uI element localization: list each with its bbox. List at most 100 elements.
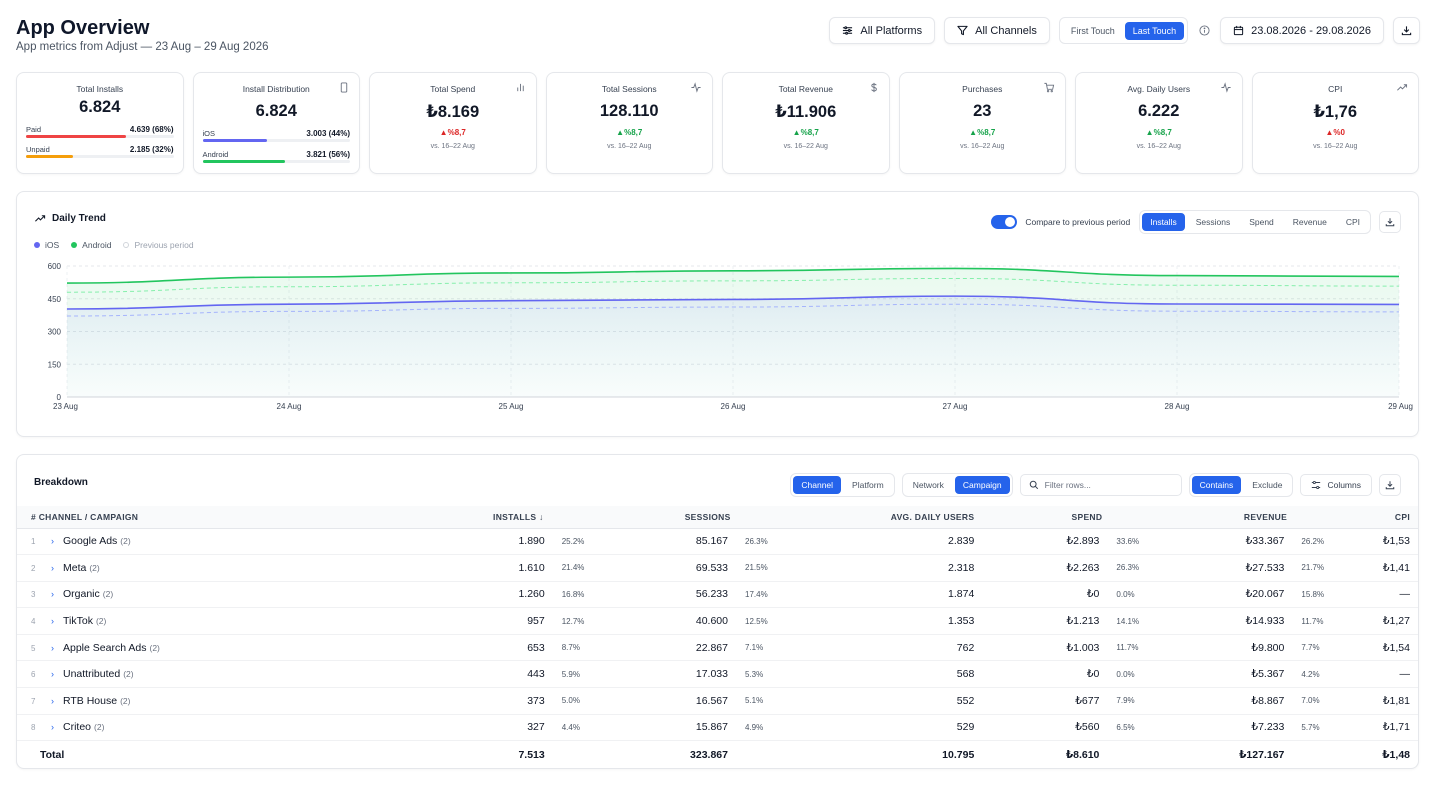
paid-breakdown: Paid 4.639 (68%) — [26, 125, 174, 138]
breakdown-panel: Breakdown Channel Platform Network Campa… — [16, 454, 1419, 769]
row-name-cell[interactable]: 3 › Organic (2) — [17, 581, 416, 609]
table-row[interactable]: 6 › Unattributed (2) 443 5.9% 17.033 5.3% 568 ₺0 0… — [17, 660, 1418, 689]
x-tick-label: 23 Aug — [53, 402, 78, 411]
android-label: Android — [202, 150, 229, 159]
tab-campaign[interactable]: Campaign — [954, 476, 1010, 494]
kpi-cpi: CPI ₺1,76 ▲%0 vs. 16–22 Aug — [1251, 72, 1419, 174]
columns-button[interactable]: Columns — [1300, 474, 1372, 496]
header-cpi[interactable]: CPI — [1336, 506, 1418, 529]
row-name-cell[interactable]: 2 › Meta (2) — [17, 554, 416, 582]
tab-contains[interactable]: Contains — [1191, 476, 1242, 494]
tab-platform[interactable]: Platform — [852, 480, 884, 490]
row-channel-name: Criteo — [63, 721, 92, 734]
row-campaign-count: (2) — [120, 536, 131, 547]
kpi-value: 6.824 — [79, 98, 121, 116]
tab-cpi[interactable]: CPI — [1345, 217, 1360, 227]
filter-rows-input[interactable]: Filter rows... — [1019, 474, 1182, 496]
table-row[interactable]: 3 › Organic (2) 1.260 16.8% 56.233 17.4% 1.874 ₺0… — [17, 581, 1418, 609]
chevron-right-icon[interactable]: › — [51, 695, 54, 706]
kpi-avg-daily-users: Avg. Daily Users 6.222 ▲%8,7 vs. 16–22 A… — [1075, 72, 1243, 174]
breakdown-table: # CHANNEL / CAMPAIGN INSTALLS ↓ SESSIONS… — [17, 506, 1418, 768]
chevron-right-icon[interactable]: › — [51, 722, 54, 733]
x-tick-label: 27 Aug — [943, 402, 968, 411]
header-revenue[interactable]: REVENUE — [1155, 506, 1337, 529]
breakdown-download-button[interactable] — [1379, 474, 1401, 496]
table-row[interactable]: 2 › Meta (2) 1.610 21.4% 69.533 21.5% 2.318 ₺2.26… — [17, 554, 1418, 582]
cell-revenue-pct: 15.8% — [1292, 581, 1337, 609]
search-icon — [1029, 480, 1038, 490]
download-button[interactable] — [1393, 17, 1420, 44]
line-android — [66, 267, 1400, 284]
cell-sessions-pct: 12.5% — [736, 607, 776, 635]
kpi-label: Install Distribution — [242, 84, 310, 94]
platforms-dropdown[interactable]: All Platforms — [829, 17, 936, 44]
row-channel-name: RTB House — [63, 694, 118, 707]
tab-network[interactable]: Network — [912, 480, 944, 490]
paid-label: Paid — [26, 125, 42, 134]
tab-revenue[interactable]: Revenue — [1292, 217, 1327, 227]
unpaid-value: 2.185 (32%) — [129, 145, 174, 154]
tab-channel[interactable]: Channel — [793, 476, 842, 494]
cell-sessions-pct: 21.5% — [736, 554, 776, 582]
chevron-right-icon[interactable]: › — [51, 536, 54, 547]
header-spend[interactable]: SPEND — [982, 506, 1156, 529]
row-campaign-count: (2) — [94, 722, 105, 733]
cell-cpi: ₺1,81 — [1336, 687, 1418, 715]
cell-installs: 1.260 — [415, 581, 553, 609]
calendar-icon — [1233, 25, 1244, 36]
header-installs[interactable]: INSTALLS ↓ — [415, 506, 599, 529]
row-channel-name: Apple Search Ads — [63, 641, 147, 654]
row-name-cell[interactable]: 1 › Google Ads (2) — [17, 528, 416, 556]
x-tick-label: 28 Aug — [1165, 402, 1190, 411]
row-name-cell[interactable]: 8 › Criteo (2) — [17, 714, 416, 742]
chevron-right-icon[interactable]: › — [51, 562, 54, 573]
cell-revenue: ₺20.067 — [1155, 581, 1293, 609]
row-index: 8 — [31, 723, 36, 733]
date-range-picker[interactable]: 23.08.2026 - 29.08.2026 — [1220, 17, 1384, 44]
table-row[interactable]: 7 › RTB House (2) 373 5.0% 16.567 5.1% 552 ₺677 7.… — [17, 687, 1418, 715]
android-breakdown: Android 3.821 (56%) — [202, 150, 350, 163]
cell-cpi: — — [1336, 660, 1418, 689]
table-row[interactable]: 4 › TikTok (2) 957 12.7% 40.600 12.5% 1.353 ₺1.21… — [17, 607, 1418, 635]
trend-controls: Compare to previous period Installs Sess… — [991, 210, 1401, 234]
tab-spend[interactable]: Spend — [1249, 217, 1274, 227]
cell-installs-pct: 5.0% — [552, 687, 599, 715]
legend-android[interactable]: Android — [71, 240, 111, 250]
compare-toggle[interactable] — [991, 215, 1018, 229]
chevron-right-icon[interactable]: › — [51, 616, 54, 627]
first-touch-option[interactable]: First Touch — [1070, 25, 1115, 36]
cell-sessions: 15.867 — [598, 714, 736, 742]
activity-icon — [1220, 82, 1231, 93]
header-sessions[interactable]: SESSIONS — [598, 506, 776, 529]
table-row[interactable]: 5 › Apple Search Ads (2) 653 8.7% 22.867 7.1% 76… — [17, 634, 1418, 662]
table-row[interactable]: 1 › Google Ads (2) 1.890 25.2% 85.167 26.3% 2.83… — [17, 528, 1418, 556]
last-touch-option[interactable]: Last Touch — [1124, 21, 1185, 40]
tab-exclude[interactable]: Exclude — [1252, 480, 1283, 490]
row-name-cell[interactable]: 6 › Unattributed (2) — [17, 660, 416, 689]
chevron-right-icon[interactable]: › — [51, 669, 54, 680]
legend-ios[interactable]: iOS — [34, 240, 59, 250]
legend-previous-period[interactable]: Previous period — [123, 240, 194, 250]
row-name-cell[interactable]: 7 › RTB House (2) — [17, 687, 416, 715]
info-icon[interactable] — [1197, 24, 1211, 38]
table-row[interactable]: 8 › Criteo (2) 327 4.4% 15.867 4.9% 529 ₺560 6.5% ₺… — [17, 714, 1418, 742]
chevron-right-icon[interactable]: › — [51, 589, 54, 600]
kpi-value: ₺8.169 — [426, 103, 480, 121]
x-tick-label: 29 Aug — [1388, 402, 1413, 411]
cell-cpi: — — [1336, 581, 1418, 609]
channels-dropdown[interactable]: All Channels — [944, 17, 1050, 44]
tab-installs[interactable]: Installs — [1142, 213, 1185, 231]
row-index: 4 — [31, 617, 36, 627]
tab-sessions[interactable]: Sessions — [1195, 217, 1231, 227]
header-adu[interactable]: AVG. DAILY USERS — [775, 506, 983, 529]
paid-value: 4.639 (68%) — [129, 125, 174, 134]
kpi-label: Total Sessions — [601, 84, 657, 94]
download-icon — [1401, 26, 1412, 36]
chevron-right-icon[interactable]: › — [51, 642, 54, 653]
trend-download-button[interactable] — [1379, 211, 1401, 233]
row-name-cell[interactable]: 4 › TikTok (2) — [17, 607, 416, 635]
row-name-cell[interactable]: 5 › Apple Search Ads (2) — [17, 634, 416, 662]
header-channel[interactable]: # CHANNEL / CAMPAIGN — [17, 506, 416, 529]
touch-toggle: First Touch Last Touch — [1058, 17, 1189, 44]
kpi-row: Total Installs 6.824 Paid 4.639 (68%) Unp… — [16, 72, 1419, 174]
